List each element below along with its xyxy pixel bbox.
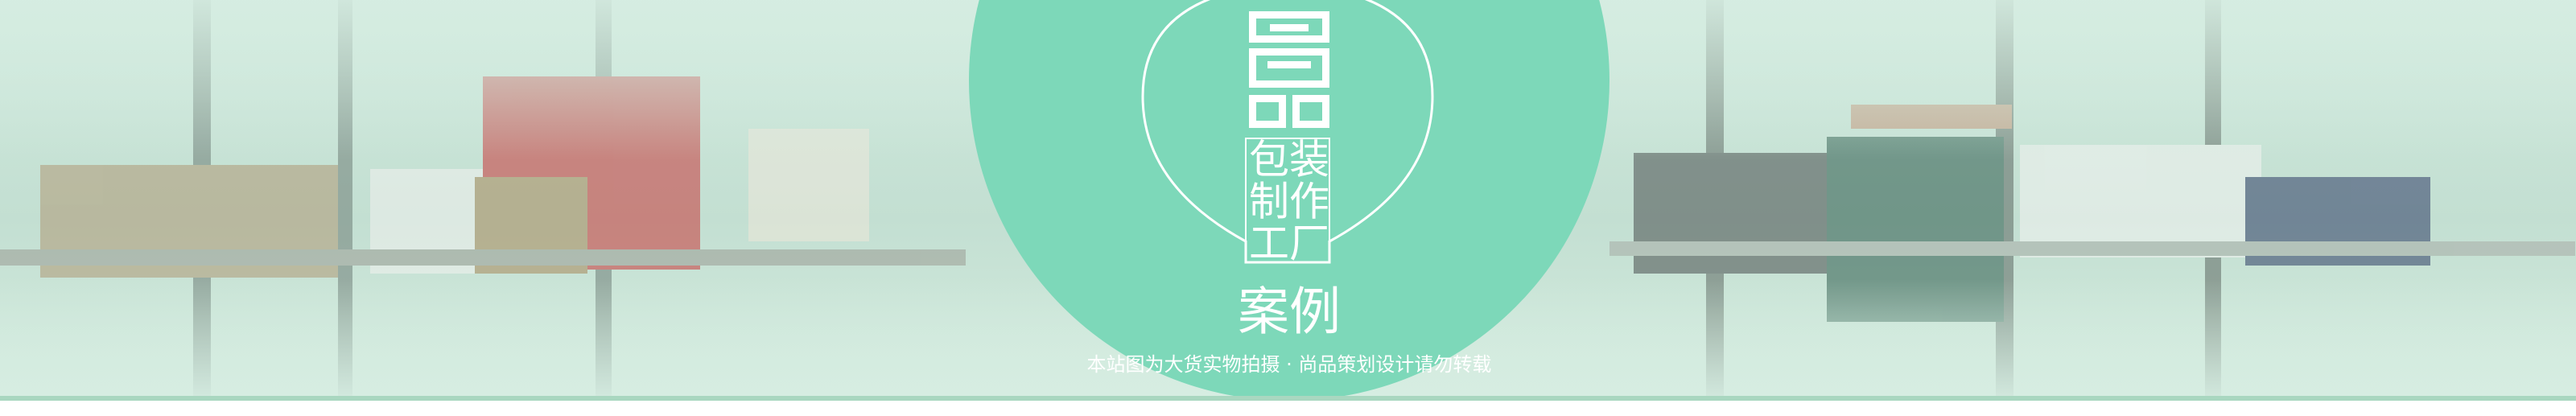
bottom-margin bbox=[0, 401, 2576, 416]
center-circle bbox=[969, 0, 1609, 401]
logo-outline bbox=[1141, 0, 1434, 264]
logo-text-frame bbox=[1245, 138, 1330, 263]
logo-line: 工厂 bbox=[1249, 220, 1329, 267]
heading: 案例 bbox=[1238, 283, 1341, 343]
notice: 本站图为大货实物拍摄 · 尚品策划设计请勿转载 bbox=[1087, 353, 1492, 376]
logo-mark bbox=[1249, 11, 1329, 128]
logo-line: 制作 bbox=[1249, 179, 1329, 225]
logo-line: 包装 bbox=[1249, 137, 1329, 183]
bottom-rule bbox=[0, 396, 2576, 401]
